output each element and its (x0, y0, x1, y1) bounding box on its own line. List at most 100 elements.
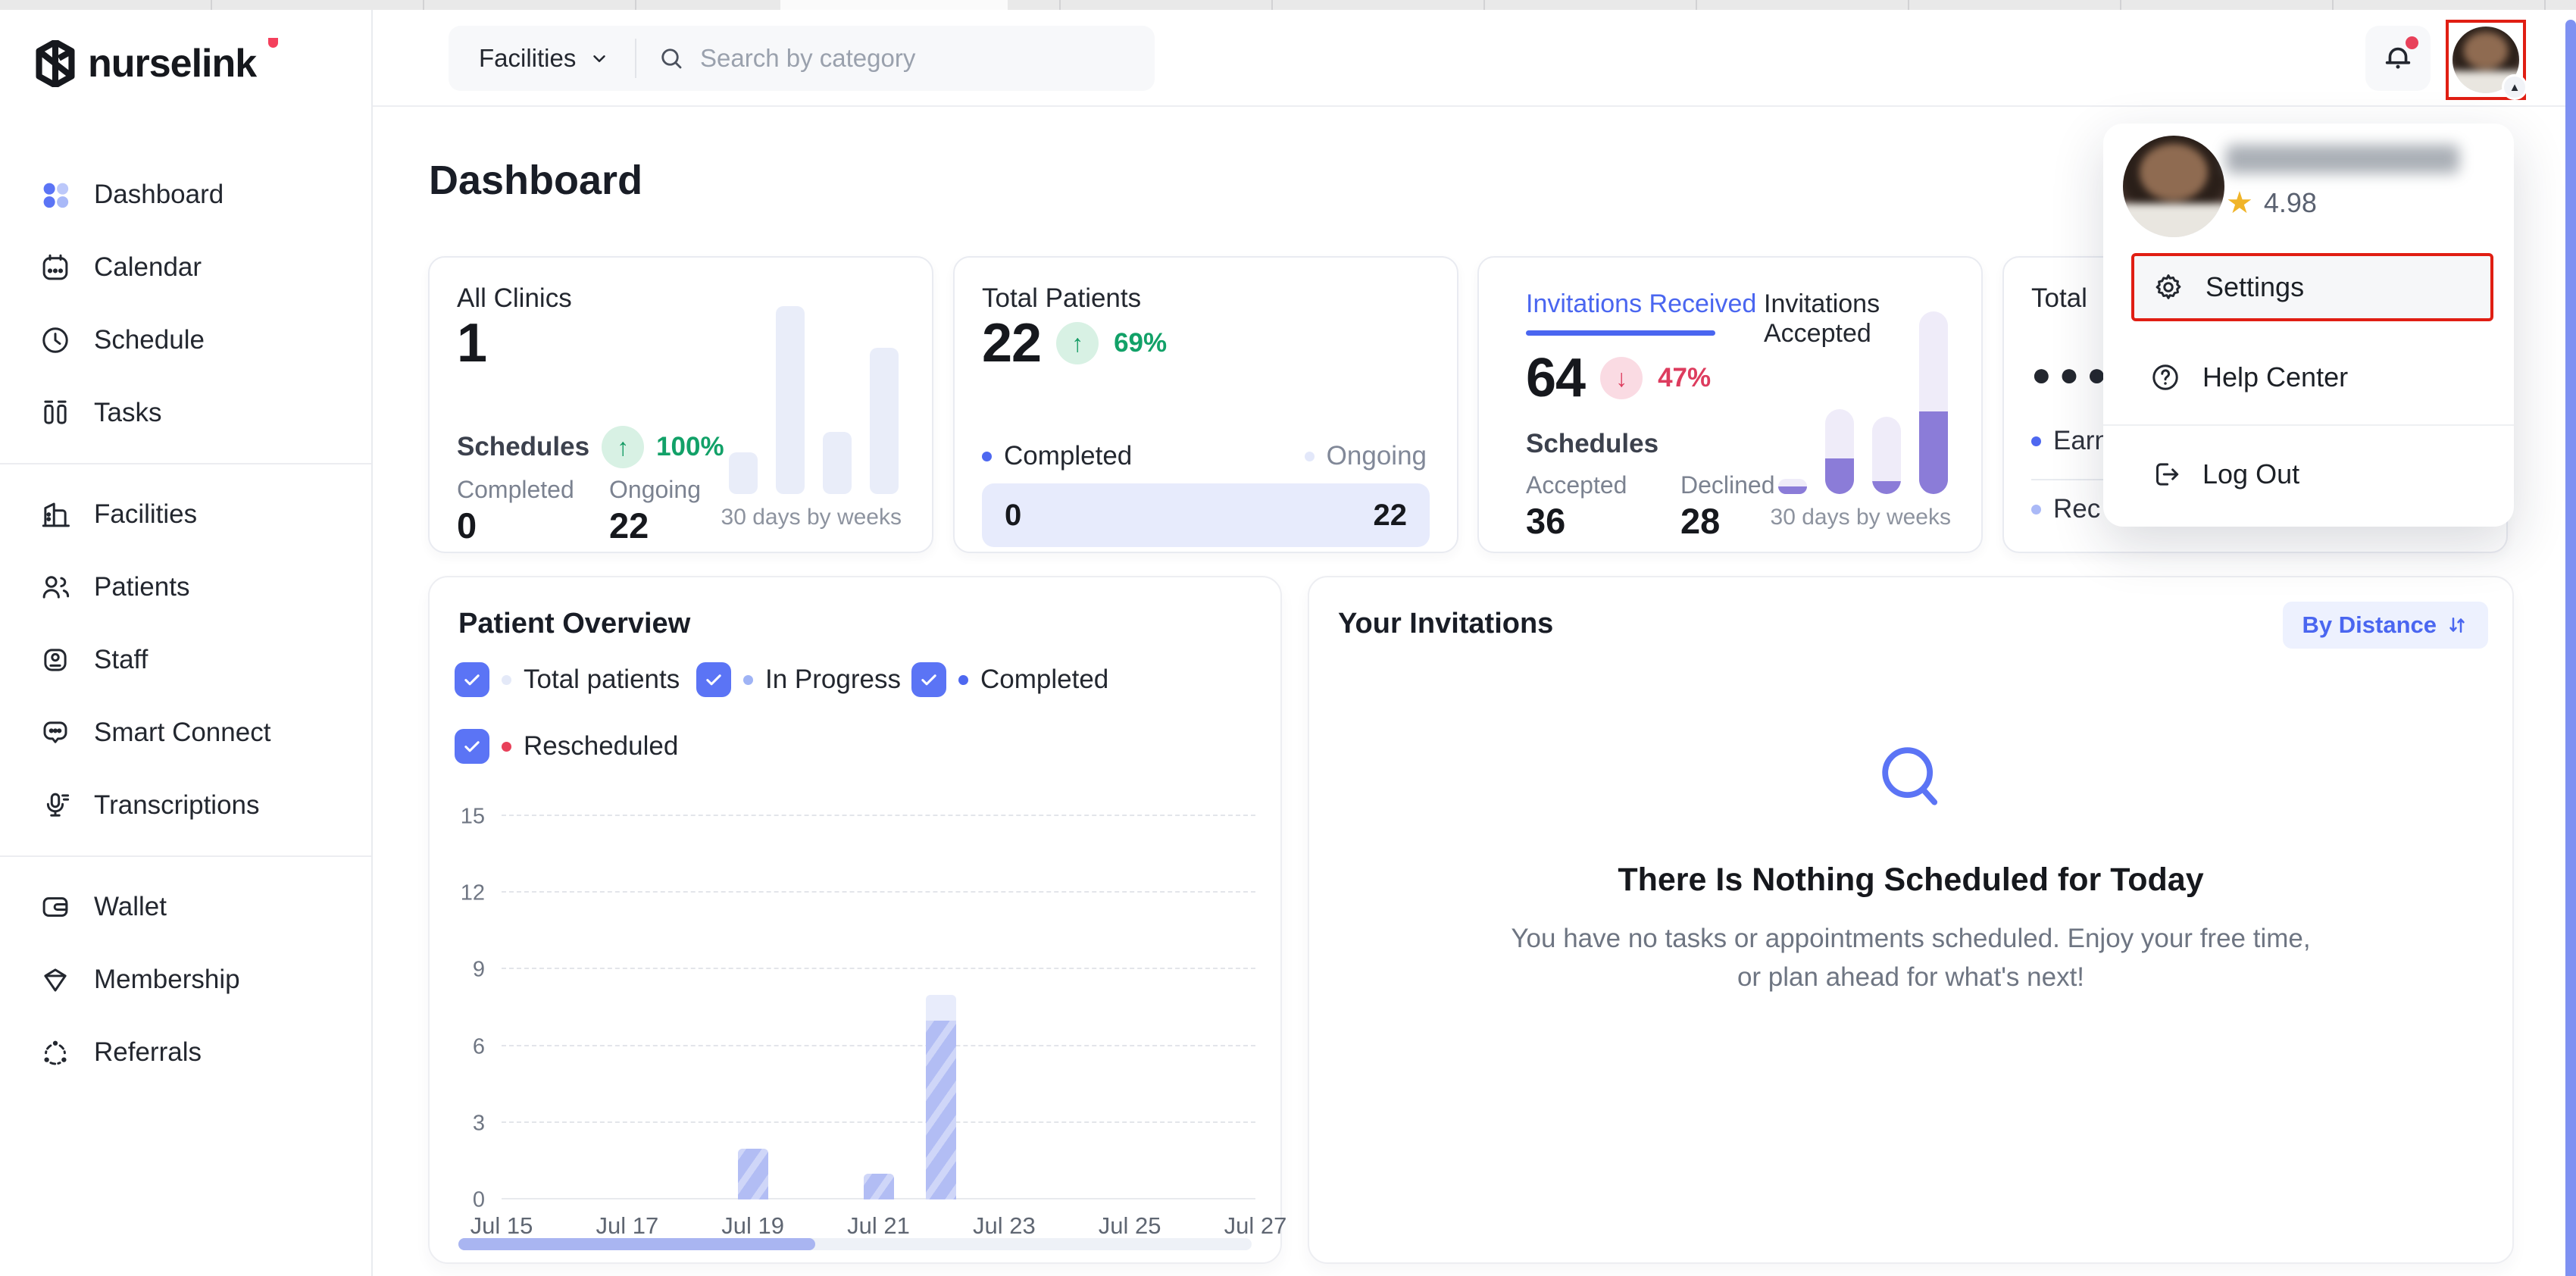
search-icon (661, 48, 682, 69)
sidebar-label: Wallet (94, 892, 167, 921)
spark-bar (729, 452, 758, 494)
filter-rescheduled[interactable]: Rescheduled (455, 729, 678, 764)
panel-title: Your Invitations (1338, 608, 1554, 640)
clock-icon (42, 327, 68, 353)
accepted-label: Accepted (1526, 471, 1627, 499)
your-invitations-panel: Your Invitations By Distance There Is No… (1308, 576, 2514, 1264)
x-axis-labels: Jul 15 Jul 17 Jul 19 Jul 21 Jul 23 Jul 25 Jul … (470, 1212, 1287, 1243)
spark-stacked-bar (1919, 311, 1948, 494)
card-total-patients: Total Patients 22 ↑ 69% Completed Ongoin… (953, 256, 1458, 553)
empty-state-title: There Is Nothing Scheduled for Today (1618, 862, 2204, 898)
user-name-redacted (2226, 145, 2459, 174)
sidebar-item-tasks[interactable]: Tasks (0, 377, 371, 449)
x-tick-label: Jul 25 (1098, 1212, 1161, 1239)
legend-dot (2031, 436, 2041, 446)
x-tick-label: Jul 21 (847, 1212, 910, 1239)
panel-title: Patient Overview (458, 608, 691, 640)
card-invitations: Invitations Received Invitations Accepte… (1477, 256, 1983, 553)
sidebar-item-dashboard[interactable]: Dashboard (0, 158, 371, 231)
brand-logo[interactable]: nurselink (33, 38, 278, 87)
sidebar-divider (0, 463, 371, 464)
sidebar-item-referrals[interactable]: Referrals (0, 1016, 371, 1089)
schedules-label: Schedules (1526, 429, 1659, 458)
filter-in-progress[interactable]: In Progress (696, 662, 901, 697)
all-clinics-value: 1 (457, 313, 487, 374)
spark-stacked-bar (1872, 417, 1901, 494)
filter-completed[interactable]: Completed (911, 662, 1108, 697)
browser-active-tab (780, 0, 1008, 10)
building-icon (42, 502, 70, 527)
completed-value: 0 (457, 505, 477, 546)
calendar-icon (42, 254, 68, 280)
menu-item-help-center[interactable]: Help Center (2131, 343, 2493, 411)
sidebar-label: Membership (94, 965, 240, 994)
spark-caption: 30 days by weeks (721, 505, 902, 530)
checkbox-checked (911, 662, 946, 697)
menu-item-settings[interactable]: Settings (2131, 253, 2493, 321)
sidebar-item-transcriptions[interactable]: Transcriptions (0, 769, 371, 842)
empty-state-body: You have no tasks or appointments schedu… (1511, 924, 2311, 992)
card-title: Total (2031, 283, 2087, 313)
user-avatar-button[interactable]: ▲ (2446, 20, 2528, 100)
sidebar-item-facilities[interactable]: Facilities (0, 478, 371, 551)
legend-ongoing: Ongoing (1304, 441, 1427, 471)
sidebar-item-smart-connect[interactable]: Smart Connect (0, 696, 371, 769)
search-empty-icon (1882, 747, 1938, 805)
sidebar-divider (0, 855, 371, 857)
active-tab-underline (1526, 330, 1715, 336)
sidebar-label: Transcriptions (94, 790, 260, 820)
sidebar-item-schedule[interactable]: Schedule (0, 304, 371, 377)
bell-icon (2385, 47, 2411, 69)
sidebar-label: Patients (94, 572, 190, 602)
notifications-button[interactable] (2365, 26, 2431, 91)
sort-by-distance-button[interactable]: By Distance (2282, 602, 2488, 649)
search-input[interactable] (700, 44, 1155, 73)
caret-up-icon: ▲ (2502, 74, 2528, 100)
tab-invitations-accepted[interactable]: Invitations Accepted (1764, 289, 1880, 348)
search-field[interactable] (636, 44, 1155, 73)
category-dropdown[interactable]: Facilities (449, 44, 635, 73)
sidebar-item-calendar[interactable]: Calendar (0, 231, 371, 304)
spark-stacked-bar (1825, 409, 1854, 494)
x-tick-label: Jul 15 (470, 1212, 533, 1239)
sidebar: nurselink Dashboard Calendar Schedule (0, 10, 373, 1276)
sort-label: By Distance (2302, 611, 2437, 638)
all-clinics-sparkline (723, 306, 899, 494)
scrollbar-thumb[interactable] (458, 1238, 816, 1250)
sort-arrows-icon (2449, 618, 2465, 633)
patient-overview-panel: Patient Overview Total patients In Progr… (428, 576, 1287, 1264)
page-vertical-scrollbar[interactable] (2565, 20, 2576, 1276)
schedules-trend: Schedules ↑ 100% (457, 426, 724, 468)
sidebar-item-membership[interactable]: Membership (0, 943, 371, 1016)
spark-bar (823, 432, 852, 494)
star-icon: ★ (2226, 186, 2253, 220)
question-circle-icon (2152, 364, 2178, 390)
brand-accent-dot (268, 38, 278, 48)
sidebar-label: Smart Connect (94, 718, 271, 747)
sidebar-item-staff[interactable]: Staff (0, 624, 371, 696)
legend-received: Rec (2031, 494, 2100, 524)
filter-total-patients[interactable]: Total patients (455, 662, 680, 697)
legend-completed: Completed (982, 441, 1132, 471)
completed-label: Completed (457, 476, 574, 503)
total-patients-value: 22 (982, 313, 1042, 374)
sidebar-label: Dashboard (94, 180, 224, 209)
category-dropdown-value: Facilities (479, 44, 577, 72)
trend-up-icon: ↑ (1056, 322, 1099, 364)
dashboard-icon (43, 183, 69, 208)
menu-item-label: Help Center (2202, 361, 2349, 392)
chart-bar-jul-22 (926, 995, 957, 1199)
chevron-down-icon (593, 55, 606, 63)
chart-horizontal-scrollbar[interactable] (458, 1238, 1252, 1250)
sidebar-item-patients[interactable]: Patients (0, 551, 371, 624)
menu-item-label: Settings (2206, 271, 2305, 302)
y-tick-label: 3 (472, 1111, 485, 1136)
sidebar-item-wallet[interactable]: Wallet (0, 871, 371, 943)
tab-invitations-received[interactable]: Invitations Received (1526, 289, 1757, 318)
menu-item-log-out[interactable]: Log Out (2131, 440, 2493, 508)
x-tick-label: Jul 19 (721, 1212, 785, 1239)
brand-name: nurselink (88, 38, 278, 86)
divider (635, 39, 636, 78)
menu-item-label: Log Out (2202, 458, 2300, 489)
diamond-icon (44, 968, 67, 992)
